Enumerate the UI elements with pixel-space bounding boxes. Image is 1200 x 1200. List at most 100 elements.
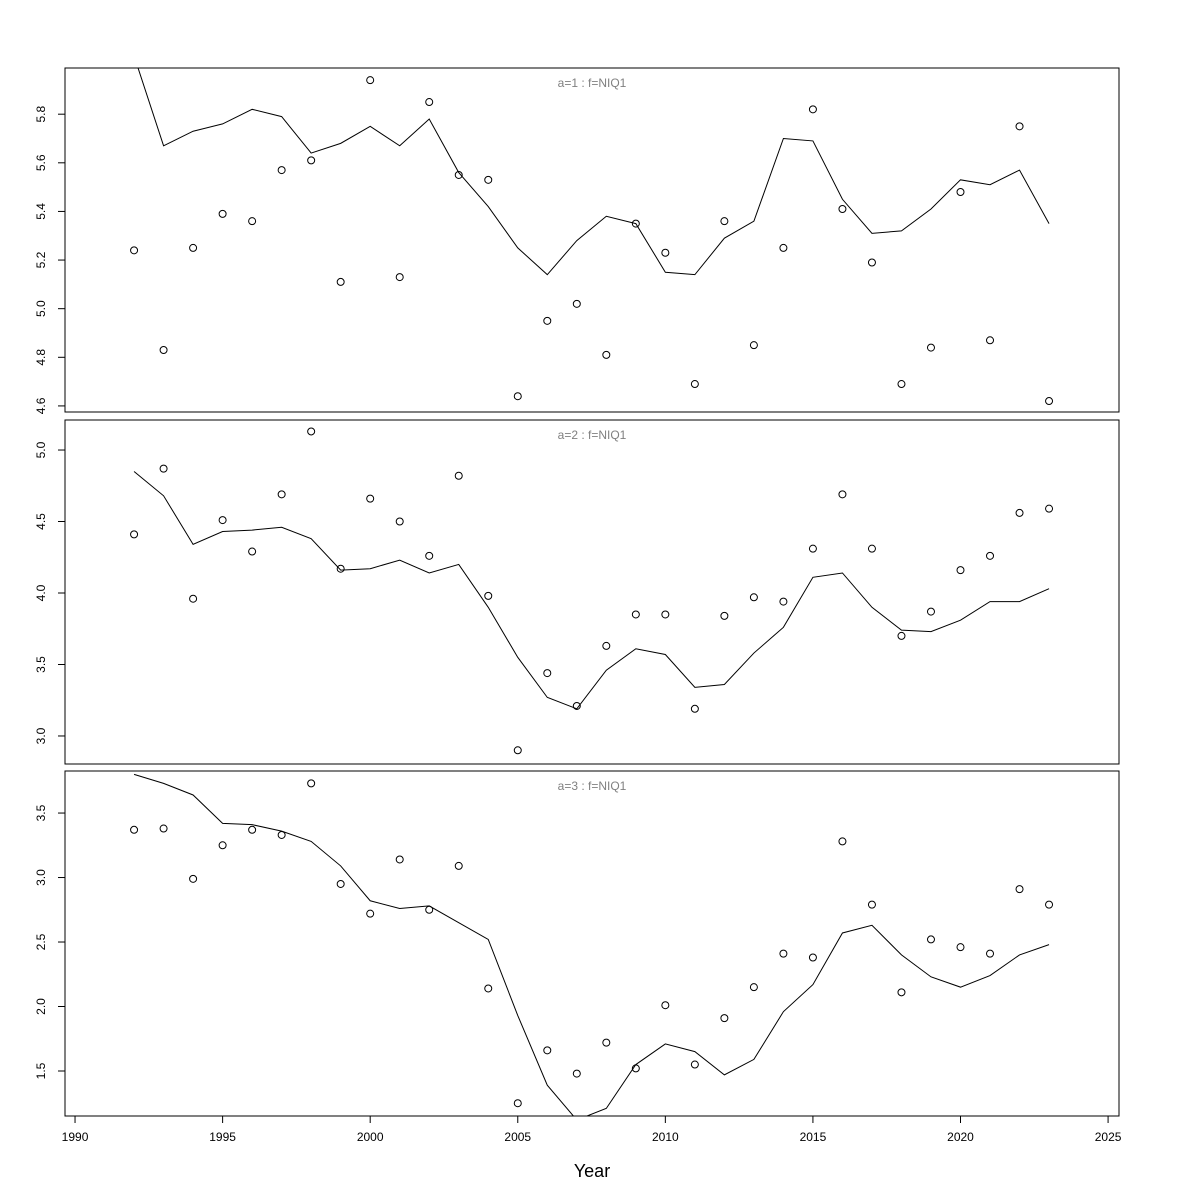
- x-tick-label: 2015: [800, 1130, 827, 1144]
- data-point: [130, 530, 139, 539]
- data-point: [838, 205, 847, 214]
- data-point: [956, 943, 965, 952]
- data-point: [690, 1060, 699, 1069]
- data-point: [1015, 508, 1024, 517]
- data-point: [661, 248, 670, 257]
- y-tick-label: 2.5: [34, 933, 48, 950]
- data-point: [454, 861, 463, 870]
- data-point: [897, 631, 906, 640]
- x-axis-label: Year: [574, 1161, 610, 1181]
- data-point: [543, 669, 552, 678]
- y-tick-label: 5.6: [34, 154, 48, 171]
- data-point: [425, 551, 434, 560]
- y-tick-label: 5.4: [34, 203, 48, 220]
- data-point: [189, 594, 198, 603]
- data-point: [838, 490, 847, 499]
- plot-area: [130, 773, 1054, 1116]
- data-point: [690, 704, 699, 713]
- data-point: [366, 494, 375, 503]
- data-point: [779, 597, 788, 606]
- data-point: [366, 909, 375, 918]
- y-tick-label: 3.5: [34, 804, 48, 821]
- data-point: [189, 243, 198, 252]
- panel-title: a=2 : f=NIQ1: [558, 428, 627, 442]
- data-point: [189, 874, 198, 883]
- data-point: [749, 983, 758, 992]
- data-point: [956, 566, 965, 575]
- data-point: [867, 544, 876, 553]
- data-point: [602, 350, 611, 359]
- y-tick-label: 4.0: [34, 584, 48, 601]
- data-point: [130, 246, 139, 255]
- y-tick-label: 4.8: [34, 349, 48, 366]
- data-point: [425, 98, 434, 107]
- data-point: [926, 607, 935, 616]
- data-point: [572, 1069, 581, 1078]
- data-point: [749, 341, 758, 350]
- data-point: [277, 490, 286, 499]
- panel-frame: [64, 67, 1120, 413]
- data-point: [808, 105, 817, 114]
- fitted-line: [133, 773, 1050, 1116]
- data-point: [897, 988, 906, 997]
- data-point: [838, 837, 847, 846]
- x-tick-label: 2000: [357, 1130, 384, 1144]
- data-point: [602, 641, 611, 650]
- data-point: [218, 516, 227, 525]
- data-point: [248, 547, 257, 556]
- data-point: [690, 380, 699, 389]
- data-point: [454, 170, 463, 179]
- y-tick-label: 3.5: [34, 656, 48, 673]
- data-point: [336, 564, 345, 573]
- x-tick-label: 2010: [652, 1130, 679, 1144]
- panel-frame: [64, 419, 1120, 765]
- data-point: [513, 1099, 522, 1108]
- data-point: [395, 273, 404, 282]
- data-point: [484, 591, 493, 600]
- data-point: [926, 343, 935, 352]
- y-tick-label: 5.0: [34, 300, 48, 317]
- x-tick-label: 2005: [504, 1130, 531, 1144]
- data-point: [631, 610, 640, 619]
- data-point: [513, 746, 522, 755]
- data-point: [543, 1046, 552, 1055]
- panel-title: a=3 : f=NIQ1: [558, 779, 627, 793]
- data-point: [159, 824, 168, 833]
- data-point: [484, 175, 493, 184]
- data-point: [454, 471, 463, 480]
- y-tick-label: 3.0: [34, 727, 48, 744]
- data-point: [1045, 504, 1054, 513]
- data-point: [808, 953, 817, 962]
- data-point: [779, 243, 788, 252]
- data-point: [277, 830, 286, 839]
- y-tick-label: 4.5: [34, 513, 48, 530]
- data-point: [366, 76, 375, 85]
- data-point: [307, 156, 316, 165]
- data-point: [897, 380, 906, 389]
- data-point: [130, 825, 139, 834]
- data-point: [808, 544, 817, 553]
- data-point: [1015, 122, 1024, 131]
- data-point: [986, 551, 995, 560]
- fitted-line: [133, 471, 1050, 710]
- y-tick-label: 2.0: [34, 998, 48, 1015]
- data-point: [307, 427, 316, 436]
- y-tick-label: 3.0: [34, 869, 48, 886]
- data-point: [1045, 900, 1054, 909]
- data-point: [1045, 397, 1054, 406]
- data-point: [543, 316, 552, 325]
- y-tick-label: 5.2: [34, 251, 48, 268]
- data-point: [159, 346, 168, 355]
- data-point: [720, 217, 729, 226]
- data-point: [513, 392, 522, 401]
- plot-area: [130, 68, 1054, 406]
- data-point: [248, 825, 257, 834]
- fitted-line: [137, 68, 1050, 276]
- data-point: [307, 779, 316, 788]
- data-point: [395, 517, 404, 526]
- data-point: [1015, 885, 1024, 894]
- data-point: [720, 611, 729, 620]
- data-point: [336, 277, 345, 286]
- data-point: [218, 841, 227, 850]
